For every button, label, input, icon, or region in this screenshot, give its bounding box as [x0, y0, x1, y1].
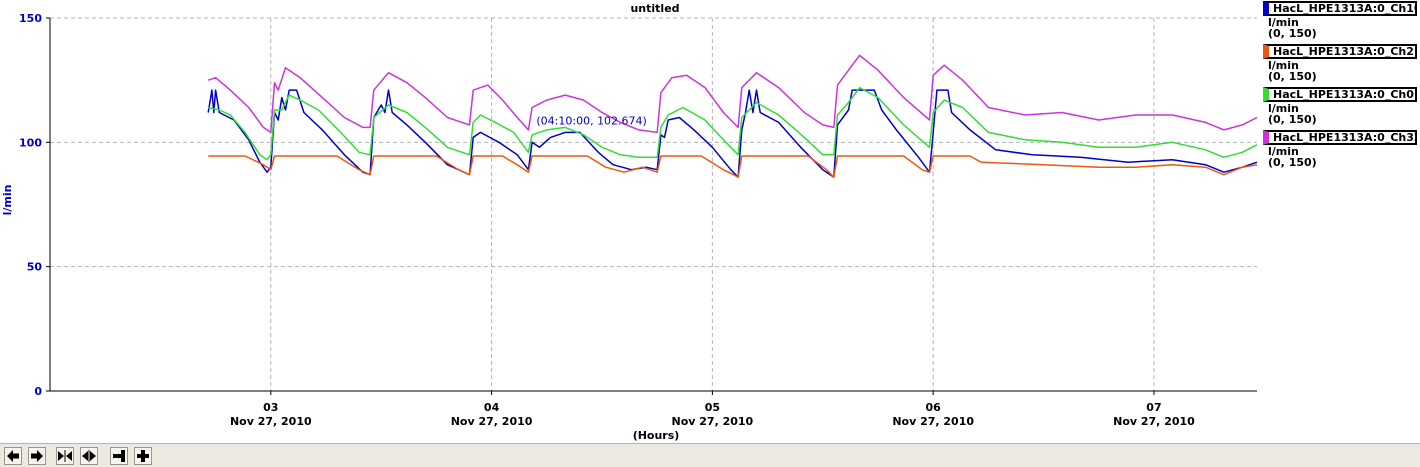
x-tick-date-label: Nov 27, 2010	[451, 415, 533, 428]
pan-right-button[interactable]	[28, 447, 46, 465]
x-tick-date-label: Nov 27, 2010	[230, 415, 312, 428]
toolbar	[0, 443, 1420, 467]
legend-unit: l/min	[1268, 59, 1299, 72]
grid	[50, 17, 1257, 391]
diverge-arrows-icon	[82, 450, 96, 462]
series-line-HacL_HPE1313A:0_Ch21	[208, 155, 1258, 178]
x-tick-date-label: Nov 27, 2010	[1113, 415, 1195, 428]
minus-icon	[113, 450, 125, 462]
legend-entry[interactable]: HacL_HPE1313A:0_Ch0	[1263, 87, 1417, 102]
legend-unit: l/min	[1268, 16, 1299, 29]
zoom-in-x-button[interactable]	[56, 447, 74, 465]
legend-range: (0, 150)	[1268, 27, 1317, 40]
remove-axis-button[interactable]	[110, 447, 128, 465]
x-tick-label: 03	[263, 401, 278, 414]
legend-entry[interactable]: HacL_HPE1313A:0_Ch21	[1263, 44, 1417, 59]
series-line-HacL_HPE1313A:0_Ch0	[208, 86, 1258, 161]
x-tick-label: 05	[705, 401, 720, 414]
x-tick-date-label: Nov 27, 2010	[892, 415, 974, 428]
legend-range: (0, 150)	[1268, 156, 1317, 169]
chart-title: untitled	[630, 2, 679, 15]
x-tick-date-label: Nov 27, 2010	[672, 415, 754, 428]
crosshair-readout: (04:10:00, 102.674)	[536, 115, 646, 128]
x-tick-label: 04	[484, 401, 500, 414]
legend-unit: l/min	[1268, 102, 1299, 115]
y-tick-label: 0	[34, 385, 42, 398]
annotation-layer: (04:10:00, 102.674)	[536, 115, 646, 128]
legend-range: (0, 150)	[1268, 70, 1317, 83]
arrow-right-icon	[31, 450, 43, 462]
x-tick-label: 07	[1146, 401, 1161, 414]
x-axis-label: (Hours)	[633, 429, 680, 442]
converge-arrows-icon	[58, 450, 72, 462]
legend-range: (0, 150)	[1268, 113, 1317, 126]
zoom-out-x-button[interactable]	[80, 447, 98, 465]
series-lines	[207, 54, 1258, 178]
legend-entry[interactable]: HacL_HPE1313A:0_Ch10	[1263, 1, 1417, 16]
series-line-HacL_HPE1313A:0_Ch10	[207, 89, 1258, 178]
x-tick-label: 06	[926, 401, 942, 414]
add-axis-button[interactable]	[134, 447, 152, 465]
legend-entry[interactable]: HacL_HPE1313A:0_Ch32	[1263, 130, 1417, 145]
arrow-left-icon	[7, 450, 19, 462]
plus-icon	[137, 450, 149, 462]
y-tick-label: 100	[19, 136, 42, 149]
legend-unit: l/min	[1268, 145, 1299, 158]
y-tick-label: 150	[19, 12, 42, 25]
series-line-HacL_HPE1313A:0_Ch32	[207, 54, 1258, 134]
y-tick-label: 50	[27, 261, 43, 274]
pan-left-button[interactable]	[4, 447, 22, 465]
y-axis-label: l/min	[1, 185, 14, 216]
